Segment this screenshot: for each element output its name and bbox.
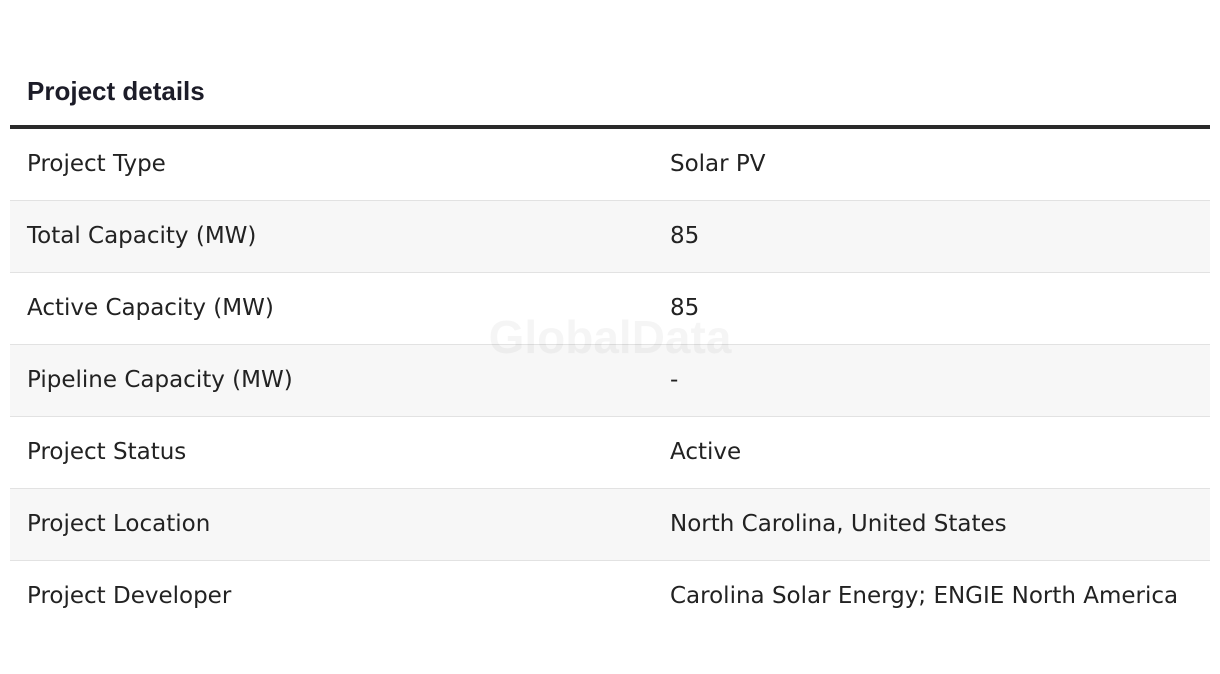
row-label: Project Developer [27,583,232,609]
table-row: Project Status Active [10,417,1210,489]
row-value: 85 [670,223,700,249]
row-value: North Carolina, United States [670,511,1007,537]
table-row: Project Type Solar PV [10,129,1210,201]
table-row: Pipeline Capacity (MW) - [10,345,1210,417]
row-value: 85 [670,295,700,321]
details-table: Project Type Solar PV Total Capacity (MW) 8… [10,129,1210,632]
table-row: Project Location North Carolina, United S… [10,489,1210,561]
row-value: Solar PV [670,151,766,177]
row-label: Active Capacity (MW) [27,295,274,321]
row-label: Project Status [27,439,187,465]
header-rule [10,125,1210,129]
row-label: Total Capacity (MW) [27,223,257,249]
row-label: Pipeline Capacity (MW) [27,367,293,393]
project-details-panel: Project details Project Type Solar PV Tota… [10,0,1210,674]
row-value: Carolina Solar Energy; ENGIE North Ameri… [670,583,1179,609]
section-title: Project details [27,76,205,106]
table-row: Project Developer Carolina Solar Energy; … [10,561,1210,632]
table-row: Active Capacity (MW) 85 [10,273,1210,345]
table-row: Total Capacity (MW) 85 [10,201,1210,273]
row-value: - [670,367,679,393]
row-label: Project Type [27,151,166,177]
row-value: Active [670,439,742,465]
row-label: Project Location [27,511,211,537]
